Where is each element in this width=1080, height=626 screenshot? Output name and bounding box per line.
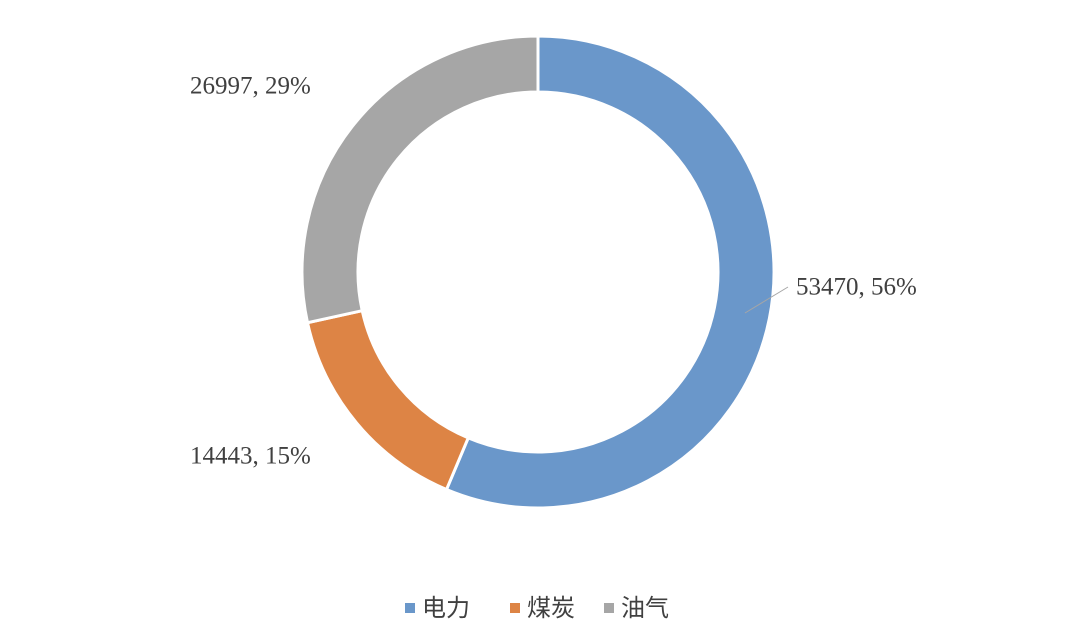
data-label: 26997, 29% bbox=[190, 73, 311, 100]
legend-label: 油气 bbox=[621, 594, 669, 622]
legend-label: 电力 bbox=[422, 594, 470, 622]
data-label: 14443, 15% bbox=[190, 443, 311, 470]
legend-label: 煤炭 bbox=[527, 594, 575, 622]
legend-swatch bbox=[604, 603, 614, 613]
donut-segment bbox=[444, 34, 776, 510]
donut-segment bbox=[305, 308, 471, 492]
donut-segment bbox=[300, 34, 540, 325]
legend-swatch bbox=[405, 603, 415, 613]
legend-swatch bbox=[510, 603, 520, 613]
data-label: 53470, 56% bbox=[796, 274, 917, 301]
leader-line bbox=[744, 286, 789, 314]
